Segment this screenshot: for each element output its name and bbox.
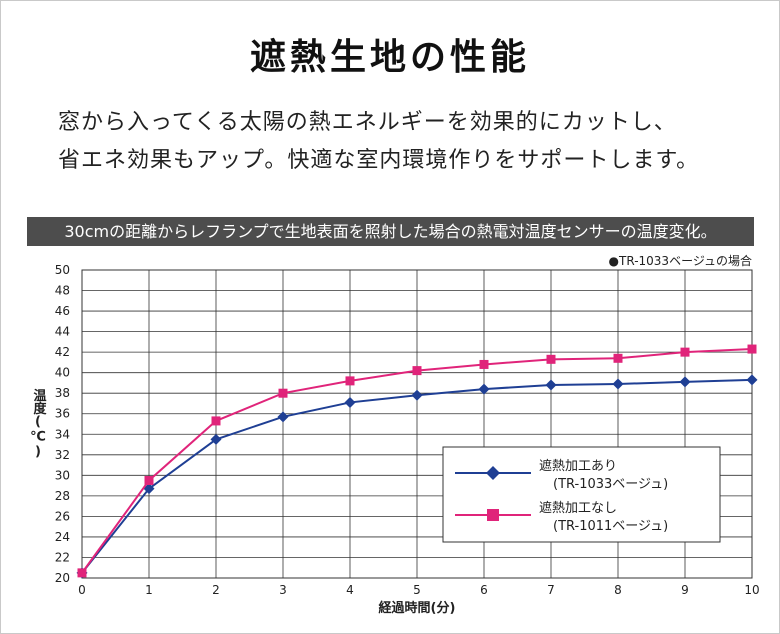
x-tick-label: 7 [547, 583, 555, 597]
legend: 遮熱加工あり (TR-1033ベージュ) 遮熱加工なし (TR-1011ベージュ) [442, 446, 721, 543]
x-tick-label: 4 [346, 583, 354, 597]
legend-box [442, 446, 721, 543]
legend-label-sub: (TR-1033ベージュ) [553, 477, 668, 492]
data-point-square [345, 376, 355, 386]
legend-label-sub: (TR-1011ベージュ) [553, 519, 668, 534]
x-tick-label: 6 [480, 583, 488, 597]
data-point-diamond [277, 411, 289, 423]
y-tick-label: 36 [55, 407, 70, 421]
data-point-square [412, 366, 422, 376]
data-point-diamond [612, 378, 624, 390]
data-point-square [613, 353, 623, 363]
y-tick-label: 28 [55, 489, 70, 503]
data-point-square [546, 354, 556, 364]
data-point-diamond [411, 389, 423, 401]
y-tick-label: 24 [55, 530, 70, 544]
y-tick-label: 44 [55, 325, 70, 339]
y-tick-label: 20 [55, 571, 70, 585]
data-point-diamond [679, 376, 691, 388]
data-point-square [144, 475, 154, 485]
x-axis-title: 経過時間(分) [379, 600, 456, 616]
series-2 [77, 344, 757, 578]
data-point-diamond [344, 396, 356, 408]
x-tick-label: 0 [78, 583, 86, 597]
legend-label: 遮熱加工なし [539, 500, 617, 516]
y-tick-label: 30 [55, 468, 70, 482]
legend-marker-square [487, 509, 499, 521]
y-tick-label: 34 [55, 427, 70, 441]
y-tick-label: 46 [55, 304, 70, 318]
data-point-diamond [478, 383, 490, 395]
x-tick-label: 10 [744, 583, 759, 597]
sample-note: ●TR-1033ベージュの場合 [608, 254, 752, 268]
y-tick-label: 38 [55, 386, 70, 400]
legend-item-1: 遮熱加工あり (TR-1033ベージュ) [455, 458, 668, 492]
y-tick-label: 22 [55, 550, 70, 564]
chart-caption-banner: 30cmの距離からレフランプで生地表面を照射した場合の熱電対温度センサーの温度変… [27, 217, 754, 246]
data-point-square [211, 416, 221, 426]
legend-marker-diamond [486, 466, 500, 480]
x-tick-label: 1 [145, 583, 153, 597]
data-point-square [479, 359, 489, 369]
page-title: 遮熱生地の性能 [249, 37, 530, 78]
description: 窓から入ってくる太陽の熱エネルギーを効果的にカットし、 省エネ効果もアップ。快適… [58, 104, 758, 180]
series-1 [76, 374, 758, 579]
y-tick-label: 40 [55, 366, 70, 380]
data-point-diamond [746, 374, 758, 386]
data-point-diamond [545, 379, 557, 391]
y-tick-label: 32 [55, 448, 70, 462]
x-tick-label: 2 [212, 583, 220, 597]
x-tick-label: 3 [279, 583, 287, 597]
data-point-square [278, 388, 288, 398]
x-tick-label: 8 [614, 583, 622, 597]
legend-label: 遮熱加工あり [539, 458, 617, 474]
description-line-2: 省エネ効果もアップ。快適な室内環境作りをサポートします。 [58, 148, 700, 173]
legend-item-2: 遮熱加工なし (TR-1011ベージュ) [455, 500, 668, 534]
data-point-square [680, 347, 690, 357]
data-point-square [77, 568, 87, 578]
y-tick-label: 42 [55, 345, 70, 359]
data-point-square [747, 344, 757, 354]
data-point-diamond [210, 433, 222, 445]
y-tick-label: 26 [55, 509, 70, 523]
y-tick-label: 50 [55, 263, 70, 277]
x-tick-label: 9 [681, 583, 689, 597]
y-axis-title: 温度(℃) [30, 389, 46, 460]
description-line-1: 窓から入ってくる太陽の熱エネルギーを効果的にカットし、 [58, 110, 677, 135]
x-tick-label: 5 [413, 583, 421, 597]
y-tick-label: 48 [55, 284, 70, 298]
series [76, 344, 758, 579]
